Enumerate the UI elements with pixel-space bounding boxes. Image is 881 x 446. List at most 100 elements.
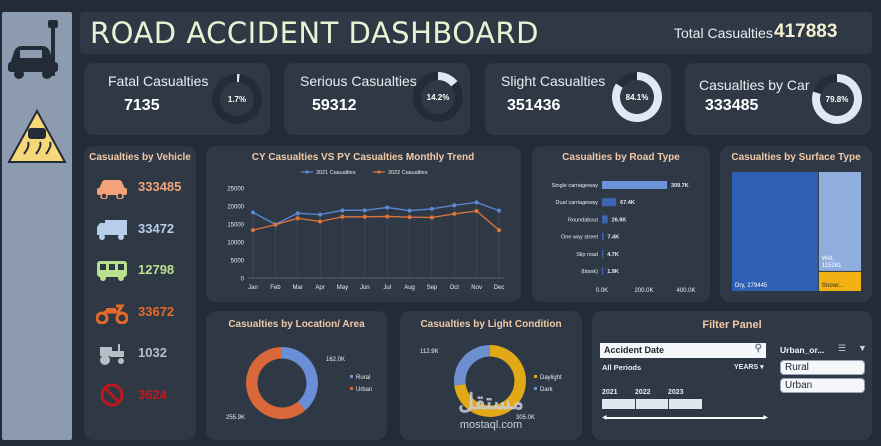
light-condition-chart: Casualties by Light Condition 305.0K Dayli… (420, 319, 562, 421)
tile-label: Wet, (822, 256, 835, 262)
tile-label: Snow/... (822, 283, 844, 289)
timeline-segment[interactable] (602, 399, 635, 409)
x-tick-label: Dec (494, 285, 505, 291)
tile-label: Dry, 279445 (735, 283, 768, 289)
bar-value-label: 67.4K (620, 200, 635, 206)
donut-percent-label: 14.2% (427, 93, 450, 102)
y-tick-label: 0 (241, 277, 245, 283)
x-tick-label: May (337, 285, 348, 291)
timeline-scrollbar[interactable]: ◀ ▶ (602, 415, 768, 421)
data-point (362, 214, 367, 219)
slice-value-label: 112.9K (420, 349, 439, 355)
donut-slice (454, 345, 490, 386)
location-chart: Casualties by Location/ Area 162.0K Rural 2… (226, 319, 372, 421)
y-tick-label: 15000 (227, 223, 244, 229)
treemap-tile (818, 172, 861, 271)
slice-value-label: 305.0K (516, 415, 535, 421)
data-point (452, 203, 457, 208)
area-option-rural[interactable]: Rural (780, 360, 865, 375)
y-tick-label: 5000 (231, 259, 245, 265)
bar-value-label: 309.7K (671, 183, 689, 189)
year-label: 2022 (635, 389, 651, 396)
legend-marker (534, 375, 537, 378)
bar (602, 249, 604, 258)
legend-label: Daylight (540, 375, 562, 381)
bar-value-label: 1.9K (607, 269, 619, 275)
bar (602, 198, 617, 207)
road-type-panel: Casualties by Road Type Single carriagewa… (532, 146, 710, 302)
data-point (318, 219, 323, 224)
clear-filter-icon[interactable]: ⚲ (754, 343, 762, 354)
bus-icon (97, 261, 127, 281)
granularity-label: YEARS (734, 364, 759, 371)
bar-value-label: 4.7K (607, 252, 619, 258)
bar (602, 181, 668, 189)
watermark-latin: mostaql.com (459, 419, 523, 431)
kpi-label: Fatal Casualties (108, 73, 209, 89)
data-point (429, 215, 434, 220)
donut-fill (438, 72, 458, 87)
timeline-segment[interactable] (669, 399, 703, 409)
kpi-label: Casualties by Car (699, 77, 810, 93)
legend-label: Urban (356, 387, 372, 393)
chart-title: Casualties by Surface Type (731, 152, 861, 163)
truck-icon (97, 219, 127, 240)
sidebar (2, 12, 72, 440)
total-casualties-label: Total Casualties (674, 25, 773, 41)
granularity-dropdown[interactable]: YEARS ▾ (734, 364, 764, 371)
series-line (252, 210, 500, 231)
year-label: 2021 (602, 389, 618, 396)
x-tick-label: Apr (315, 285, 324, 291)
chart-title: Casualties by Light Condition (420, 319, 561, 330)
area-option-urban[interactable]: Urban (780, 378, 865, 393)
data-point (251, 228, 255, 233)
x-tick-label: 400.0K (676, 288, 695, 294)
car-accident-icon (8, 20, 58, 79)
timeline-bar[interactable] (602, 399, 703, 409)
vehicle-row: 3624 (84, 381, 196, 409)
x-tick-label: Jan (248, 285, 258, 291)
all-periods-label: All Periods (602, 363, 642, 372)
location-panel: Casualties by Location/ Area 162.0K Rural 2… (206, 311, 387, 440)
legend-label: 2021 Casualties (316, 170, 356, 176)
legend-marker (305, 170, 309, 174)
multi-select-icon[interactable]: ☰ (838, 343, 847, 353)
kpi-label: Slight Casualties (501, 73, 606, 89)
title-bar: ROAD ACCIDENT DASHBOARD Total Casualties… (80, 12, 872, 54)
panel-title: Casualties by Vehicle (89, 152, 191, 163)
data-point (474, 200, 479, 205)
filter-title: Filter Panel (702, 319, 762, 331)
legend-marker (350, 387, 353, 390)
data-point (362, 208, 367, 213)
category-label: Roundabout (568, 217, 598, 223)
donut-fill (237, 74, 240, 83)
date-slicer-header: Accident Date ⚲ (600, 343, 766, 358)
vehicle-panel: Casualties by Vehicle 333485 33472 12798 33… (84, 146, 196, 440)
clear-area-filter-icon[interactable]: ▼ (858, 343, 867, 353)
road-type-chart: Casualties by Road Type Single carriagewa… (552, 152, 696, 294)
donut-slice (282, 347, 318, 411)
kpi-label: Serious Casualties (300, 73, 417, 89)
kpi-value: 7135 (124, 97, 160, 114)
area-slicer-header: Urban_or... (780, 345, 825, 355)
legend-label: Rural (356, 375, 370, 381)
vehicle-row: 33472 (84, 215, 196, 243)
kpi-card-fatal: Fatal Casualties 7135 1.7% (84, 63, 270, 135)
page-title: ROAD ACCIDENT DASHBOARD (90, 16, 539, 50)
vehicle-row: 12798 (84, 256, 196, 284)
data-point (497, 208, 501, 213)
bar (602, 267, 604, 275)
x-tick-label: Nov (471, 285, 482, 291)
x-tick-label: Jul (383, 285, 391, 291)
kpi-value: 351436 (507, 97, 561, 114)
legend-marker (377, 170, 381, 174)
donut-percent-label: 79.8% (826, 95, 849, 104)
vehicle-value: 33472 (138, 220, 175, 236)
car-icon (97, 180, 127, 199)
data-point (385, 214, 390, 219)
legend-label: 2022 Casualties (388, 170, 428, 176)
data-point (340, 208, 345, 213)
data-point (340, 214, 345, 219)
timeline-segment[interactable] (635, 399, 669, 409)
data-point (295, 211, 300, 216)
